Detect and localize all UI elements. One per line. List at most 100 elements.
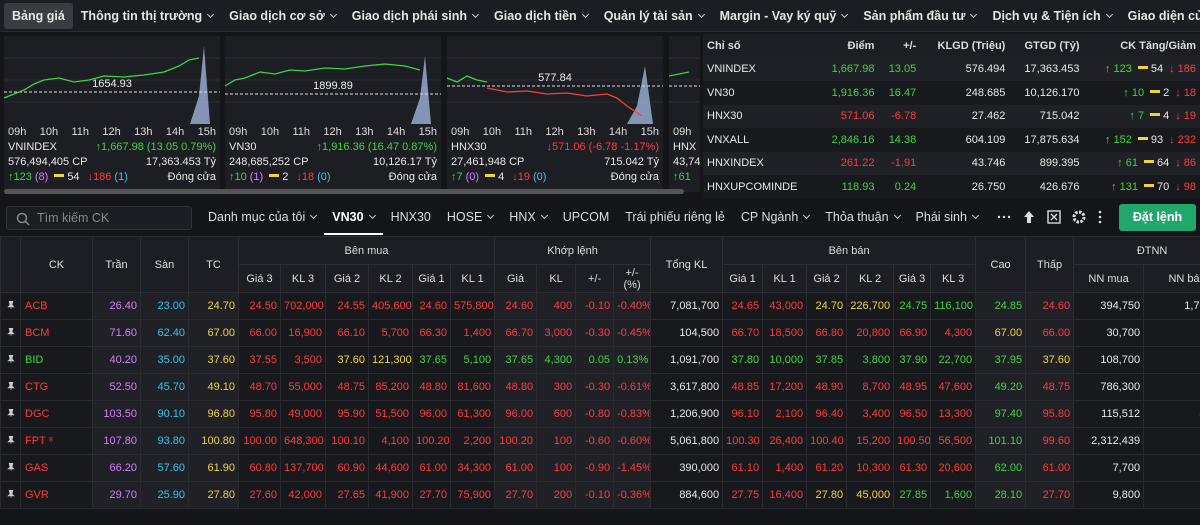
board-cell: 48.80 xyxy=(494,373,538,401)
panel-line: 576,494,405 CP 17,363.453 Tỷ xyxy=(4,155,220,170)
tab[interactable]: Trái phiếu riêng lẻ xyxy=(617,200,733,235)
index-change: ↓571.06 (-6.78 -1.17%) xyxy=(546,141,659,153)
nav-item[interactable]: Bảng giá xyxy=(4,2,73,29)
index-panel: 09h HNX 43,74 ↑61 xyxy=(669,36,700,192)
pin-icon xyxy=(6,435,15,444)
chevron xyxy=(487,211,495,220)
more-icon[interactable] xyxy=(996,209,1012,225)
board-cell: 62.40 xyxy=(140,319,189,347)
tab[interactable]: UPCOM xyxy=(555,200,618,235)
nav-label: Bảng giá xyxy=(12,8,65,23)
flat-icon xyxy=(269,174,280,178)
time-label: 10h xyxy=(482,126,502,138)
tab[interactable]: VN30 xyxy=(324,200,383,235)
pin-cell xyxy=(0,319,21,347)
time-label: 09h xyxy=(673,126,692,138)
index-name: VNINDEX xyxy=(703,57,819,81)
board-cell: 49,000 xyxy=(280,400,326,428)
board-cell: 744,1 xyxy=(1143,427,1200,455)
panel-line: ↑10 (1) 2 ↓18 (0) Đóng cửa xyxy=(225,170,441,185)
sub-header: +/- (%) xyxy=(613,264,652,293)
board-cell: 85,200 xyxy=(368,373,413,401)
index-line-down xyxy=(486,87,643,117)
chevron xyxy=(207,10,215,18)
search-box[interactable]: Tìm kiếm CK xyxy=(6,205,192,230)
nav-item[interactable]: Giao dịch tiền xyxy=(486,3,596,29)
board-cell: 81,600 xyxy=(449,373,496,401)
index-value: 17,363.453 xyxy=(1009,57,1084,81)
tab-label: HNX30 xyxy=(390,210,431,224)
down-count: ↓18 xyxy=(296,171,315,183)
nav-item[interactable]: Thông tin thị trường xyxy=(73,3,221,29)
board-cell: 27.75 xyxy=(722,481,764,509)
board-row[interactable]: ACB 26.40 23.00 24.70 24.50 702,000 24.55 405,6… xyxy=(0,292,1200,320)
board-row[interactable]: GAS 66.20 57.60 61.90 60.80 137,700 60.90 44,60… xyxy=(0,454,1200,482)
sub-header: KL xyxy=(536,264,577,293)
index-name: VNXALL xyxy=(703,128,819,152)
index-value: 426.676 xyxy=(1009,175,1084,199)
board-row[interactable]: BID 40.20 35.00 37.60 37.55 3,500 37.60 121,300… xyxy=(0,346,1200,374)
board-cell: 100.30 xyxy=(722,427,764,455)
board-cell: 66.80 xyxy=(806,319,848,347)
board-row[interactable]: GVR 29.70 25.90 27.80 27.60 42,000 27.65 41,900… xyxy=(0,481,1200,509)
settings-icon[interactable] xyxy=(1071,209,1087,225)
flat-icon xyxy=(1137,66,1148,70)
nav-item[interactable]: Giao diện của tôi xyxy=(1120,3,1200,29)
nav-item[interactable]: Quản lý tài sản xyxy=(596,3,712,29)
nav-label: Dịch vụ & Tiện ích xyxy=(992,8,1101,23)
sub-header: Giá 2 xyxy=(325,264,369,293)
pin-cell xyxy=(0,400,21,428)
index-line xyxy=(447,75,488,83)
tab[interactable]: HNX xyxy=(501,200,554,235)
board-cell: 5,700 xyxy=(368,319,413,347)
board-cell: 1,091,700 xyxy=(650,346,724,374)
order-button[interactable]: Đặt lệnh xyxy=(1119,204,1196,231)
board-cell: 100.50 xyxy=(893,427,932,455)
nav-item[interactable]: Dịch vụ & Tiện ích xyxy=(984,3,1119,29)
tab[interactable]: HNX30 xyxy=(383,200,439,235)
menu-icon[interactable] xyxy=(1096,209,1104,225)
board-cell: 96.10 xyxy=(722,400,764,428)
up-count: ↑10 xyxy=(229,171,247,183)
board-cell: 66.10 xyxy=(325,319,369,347)
down-count: ↓ 19 xyxy=(1175,110,1196,123)
tab[interactable]: Danh mục của tôi xyxy=(200,200,324,235)
nav-item[interactable]: Giao dịch cơ sở xyxy=(221,3,344,29)
board-cell: 61.00 xyxy=(494,454,538,482)
board-cell: 394,750 xyxy=(1073,292,1145,320)
board-cell: 67.00 xyxy=(188,319,239,347)
board-cell: 71.60 xyxy=(92,319,141,347)
board-row[interactable]: CTG 52.50 45.70 49.10 48.70 55,000 48.75 85,200… xyxy=(0,373,1200,401)
board-cell: 66.70 xyxy=(494,319,538,347)
board-cell: 48.75 xyxy=(1025,373,1075,401)
board-row[interactable]: FPT ⁸ 107.80 93.80 100.80 100.00 648,300 100.1… xyxy=(0,427,1200,455)
tab[interactable]: Thỏa thuận xyxy=(817,200,907,235)
board-cell: 9,800 xyxy=(1073,481,1145,509)
top-nav: Bảng giá Thông tin thị trường Giao dịch cơ… xyxy=(0,0,1200,32)
scrollbar[interactable] xyxy=(4,189,684,194)
index-change: 14.38 xyxy=(878,128,921,152)
flat-count: 70 xyxy=(1156,180,1170,193)
nav-item[interactable]: Sản phẩm đầu tư xyxy=(855,3,984,29)
excel-icon[interactable] xyxy=(1046,209,1062,225)
board-cell: 115,512 xyxy=(1073,400,1145,428)
tab[interactable]: Phái sinh xyxy=(908,200,986,235)
board-row[interactable]: DGC 103.50 90.10 96.80 95.80 49,000 95.90 51,50… xyxy=(0,400,1200,428)
board-cell: 0.13% xyxy=(613,346,652,374)
nav-label: Sản phẩm đầu tư xyxy=(863,8,966,23)
board-cell: 15,200 xyxy=(846,427,895,455)
pin-icon xyxy=(6,300,15,309)
index-volume: 576.494 xyxy=(920,57,1010,81)
group-header: Trần xyxy=(92,236,141,293)
tab[interactable]: HOSE xyxy=(439,200,501,235)
index-breadth: ↑ 10 2 ↓ 18 xyxy=(1083,81,1200,105)
board-row[interactable]: BCM 71.60 62.40 67.00 66.00 16,900 66.10 5,700 6… xyxy=(0,319,1200,347)
tab[interactable]: CP Ngành xyxy=(733,200,817,235)
pin xyxy=(6,408,15,417)
board-cell: 96.00 xyxy=(412,400,451,428)
nav-item[interactable]: Margin - Vay ký quỹ xyxy=(712,3,856,29)
upload-icon[interactable] xyxy=(1021,209,1037,225)
nav-item[interactable]: Giao dịch phái sinh xyxy=(344,3,486,29)
panel-line: 43,74 xyxy=(669,155,700,170)
up-count: ↑123 xyxy=(8,171,32,183)
